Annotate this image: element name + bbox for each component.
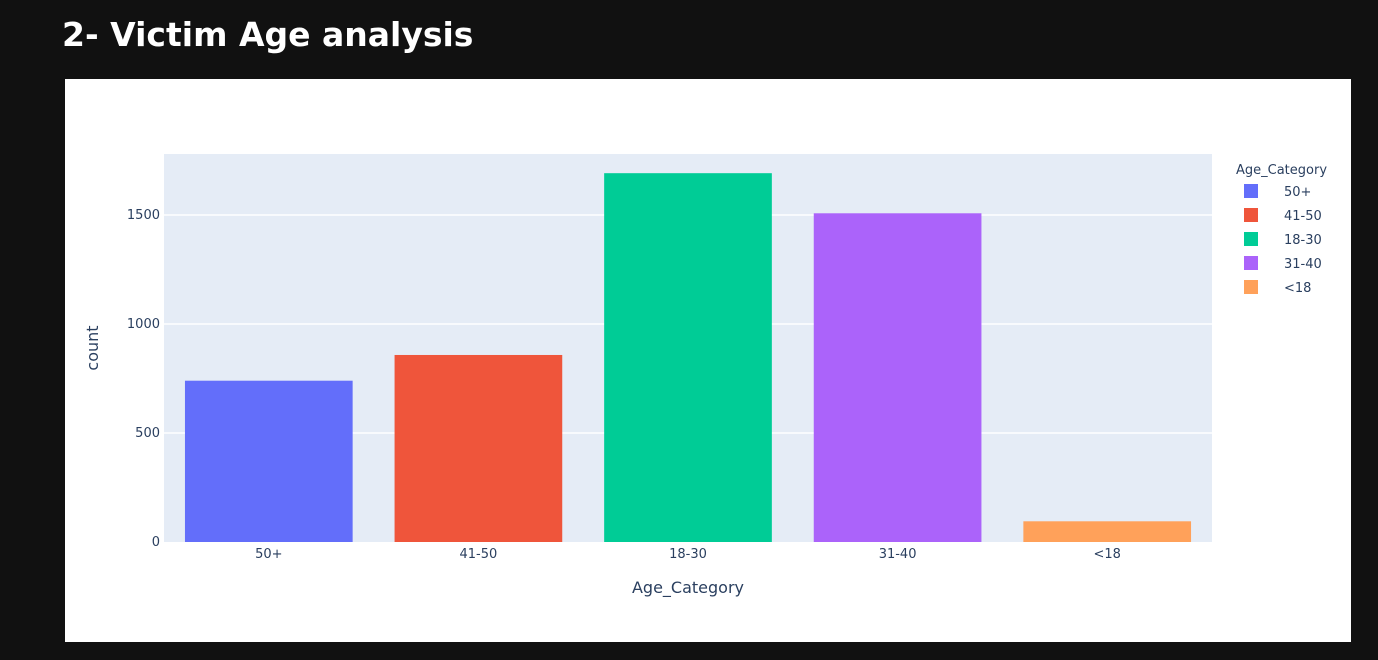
bars xyxy=(184,173,1192,543)
y-tick-label: 0 xyxy=(152,535,160,550)
y-axis-title: count xyxy=(83,325,102,370)
legend-label: 18-30 xyxy=(1284,233,1322,248)
x-tick-labels: 50+ 41-50 18-30 31-40 <18 xyxy=(255,547,1121,562)
x-tick-label: 41-50 xyxy=(460,547,498,562)
legend-label: 41-50 xyxy=(1284,209,1322,224)
legend-item[interactable]: 50+ xyxy=(1244,184,1311,200)
x-tick-label: 50+ xyxy=(255,547,282,562)
legend-item[interactable]: 41-50 xyxy=(1244,208,1322,224)
legend-label: <18 xyxy=(1284,281,1311,296)
y-tick-label: 1000 xyxy=(127,317,160,332)
legend-title: Age_Category xyxy=(1236,163,1327,178)
legend-item[interactable]: 18-30 xyxy=(1244,232,1322,248)
y-tick-label: 500 xyxy=(135,426,160,441)
y-tick-label: 1500 xyxy=(127,208,160,223)
legend-swatch xyxy=(1244,208,1258,222)
legend: Age_Category 50+ 41-50 18-30 31-40 <18 xyxy=(1236,163,1327,296)
x-axis-title: Age_Category xyxy=(632,578,744,598)
legend-swatch xyxy=(1244,280,1258,294)
bar-chart: 50+ 41-50 18-30 31-40 <18 0 500 1000 1500 Age_C… xyxy=(83,154,1327,598)
chart-container: 50+ 41-50 18-30 31-40 <18 0 500 1000 1500 Age_C… xyxy=(65,79,1351,642)
x-tick-label: 18-30 xyxy=(669,547,707,562)
x-tick-label: 31-40 xyxy=(879,547,917,562)
bar-<18[interactable] xyxy=(1023,521,1192,542)
page-title: 2- Victim Age analysis xyxy=(62,15,474,54)
legend-item[interactable]: <18 xyxy=(1244,280,1311,296)
legend-items: 50+ 41-50 18-30 31-40 <18 xyxy=(1244,184,1322,296)
legend-swatch xyxy=(1244,184,1258,198)
x-tick-label: <18 xyxy=(1093,547,1120,562)
legend-label: 31-40 xyxy=(1284,257,1322,272)
bar-50+[interactable] xyxy=(184,380,353,542)
legend-label: 50+ xyxy=(1284,185,1311,200)
y-tick-labels: 0 500 1000 1500 xyxy=(127,208,160,550)
bar-18-30[interactable] xyxy=(604,173,772,543)
legend-swatch xyxy=(1244,232,1258,246)
bar-31-40[interactable] xyxy=(813,213,982,542)
legend-item[interactable]: 31-40 xyxy=(1244,256,1322,272)
legend-swatch xyxy=(1244,256,1258,270)
bar-41-50[interactable] xyxy=(394,354,563,542)
